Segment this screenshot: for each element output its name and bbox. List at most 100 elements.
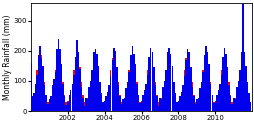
Bar: [226, 67, 228, 111]
Bar: [249, 102, 250, 111]
Bar: [215, 94, 217, 111]
Bar: [235, 93, 236, 111]
Bar: [226, 67, 228, 111]
Bar: [225, 55, 226, 111]
Bar: [249, 102, 250, 111]
Bar: [74, 58, 76, 111]
Bar: [33, 93, 35, 111]
Bar: [56, 58, 57, 111]
Bar: [51, 85, 53, 111]
Bar: [120, 104, 122, 111]
Bar: [82, 94, 84, 111]
Bar: [59, 49, 60, 111]
Bar: [134, 64, 136, 111]
Bar: [111, 58, 113, 111]
Bar: [93, 58, 94, 111]
Bar: [87, 97, 88, 111]
Bar: [204, 46, 206, 111]
Bar: [188, 55, 189, 111]
Bar: [54, 72, 56, 111]
Bar: [185, 60, 186, 111]
Bar: [137, 94, 139, 111]
Bar: [191, 87, 192, 111]
Bar: [244, 66, 246, 111]
Bar: [140, 102, 142, 111]
Bar: [238, 70, 240, 111]
Bar: [168, 52, 169, 111]
Bar: [206, 52, 208, 111]
Bar: [119, 94, 120, 111]
Bar: [186, 49, 188, 111]
Bar: [47, 104, 48, 111]
Bar: [50, 97, 52, 111]
Bar: [180, 92, 182, 111]
Bar: [166, 52, 168, 111]
Bar: [183, 77, 185, 111]
Bar: [65, 102, 67, 111]
Bar: [232, 97, 234, 111]
Bar: [237, 85, 238, 111]
Bar: [149, 48, 151, 111]
Bar: [136, 82, 137, 111]
Bar: [130, 58, 131, 111]
Bar: [234, 97, 235, 111]
Bar: [157, 106, 158, 111]
Bar: [221, 57, 223, 111]
Bar: [165, 70, 166, 111]
Bar: [45, 94, 47, 111]
Bar: [197, 97, 198, 111]
Bar: [198, 89, 200, 111]
Bar: [217, 93, 218, 111]
Bar: [197, 97, 198, 111]
Bar: [71, 84, 73, 111]
Bar: [77, 52, 79, 111]
Bar: [116, 67, 117, 111]
Bar: [171, 67, 172, 111]
Bar: [183, 70, 185, 111]
Bar: [139, 103, 140, 111]
Bar: [56, 49, 57, 111]
Bar: [64, 94, 65, 111]
Bar: [99, 82, 100, 111]
Bar: [97, 66, 99, 111]
Bar: [154, 82, 155, 111]
Bar: [231, 104, 232, 111]
Bar: [77, 55, 79, 111]
Bar: [35, 84, 36, 111]
Bar: [30, 63, 31, 111]
Bar: [102, 102, 103, 111]
Bar: [90, 85, 91, 111]
Bar: [220, 70, 221, 111]
Bar: [106, 92, 108, 111]
Bar: [105, 97, 106, 111]
Bar: [244, 67, 246, 111]
Bar: [67, 101, 68, 111]
Bar: [103, 101, 105, 111]
Bar: [223, 48, 224, 111]
Bar: [84, 102, 85, 111]
Bar: [212, 103, 214, 111]
Bar: [94, 49, 96, 111]
Bar: [123, 97, 125, 111]
Bar: [51, 93, 53, 111]
Bar: [155, 94, 157, 111]
Bar: [103, 101, 105, 111]
Bar: [169, 54, 171, 111]
Bar: [238, 70, 240, 111]
Bar: [61, 67, 62, 111]
Bar: [62, 84, 64, 111]
Bar: [160, 99, 162, 111]
Bar: [151, 52, 152, 111]
Bar: [176, 102, 177, 111]
Bar: [214, 102, 215, 111]
Bar: [198, 93, 200, 111]
Bar: [119, 96, 120, 111]
Bar: [68, 94, 70, 111]
Bar: [67, 102, 68, 111]
Bar: [209, 84, 211, 111]
Bar: [225, 54, 226, 111]
Bar: [246, 82, 247, 111]
Bar: [136, 84, 137, 111]
Bar: [108, 85, 109, 111]
Bar: [223, 52, 224, 111]
